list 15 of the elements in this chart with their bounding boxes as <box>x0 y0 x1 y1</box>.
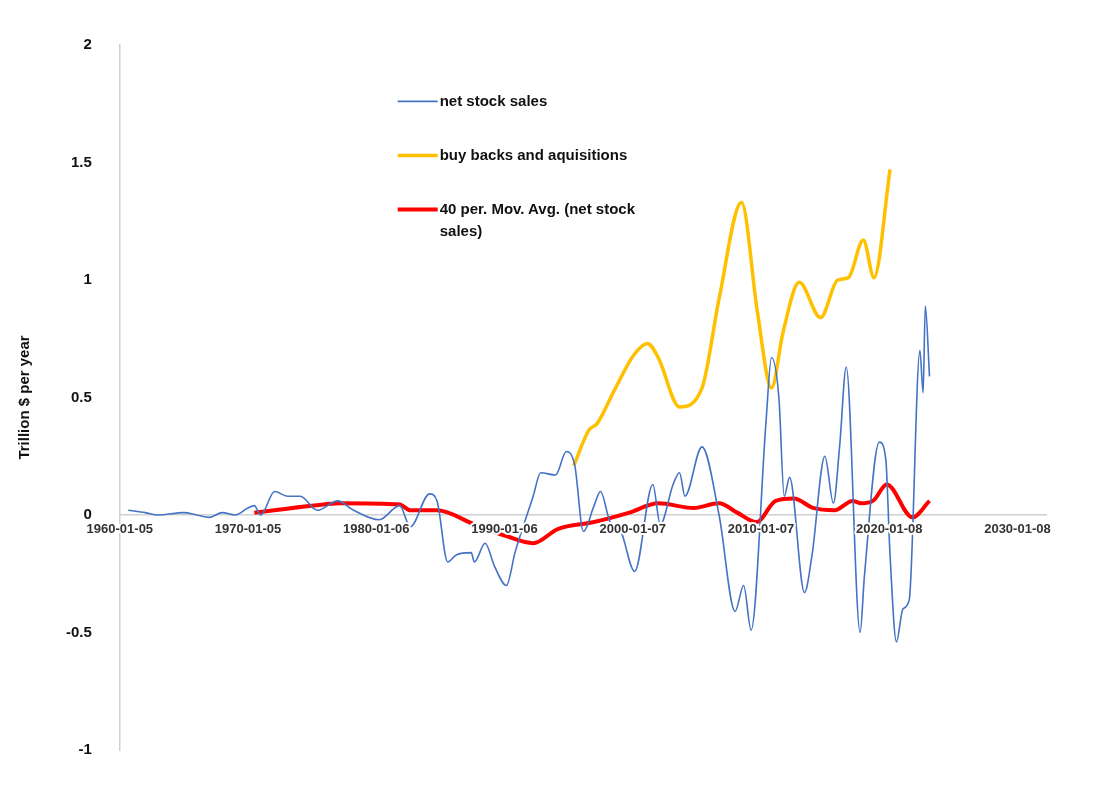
legend-label: buy backs and aquisitions <box>439 145 628 163</box>
legend-label: 40 per. Mov. Avg. (net stock sales) <box>439 199 636 239</box>
y-tick-label: 1 <box>83 270 92 288</box>
y-tick-label: 2 <box>83 35 92 53</box>
x-tick-label: 1960-01-05 <box>86 521 154 537</box>
y-tick-label: 0 <box>83 505 92 523</box>
x-tick-label: 1980-01-06 <box>343 521 410 537</box>
legend-label: net stock sales <box>439 91 548 109</box>
y-tick-label: -0.5 <box>65 622 92 640</box>
y-axis-title: Trillion $ per year <box>15 335 33 460</box>
x-tick-label: 2030-01-08 <box>984 521 1051 537</box>
x-tick-label: 1970-01-05 <box>214 521 282 537</box>
y-tick-label: 1.5 <box>70 152 92 170</box>
y-tick-label: -1 <box>78 740 92 758</box>
y-tick-label: 0.5 <box>70 387 92 405</box>
